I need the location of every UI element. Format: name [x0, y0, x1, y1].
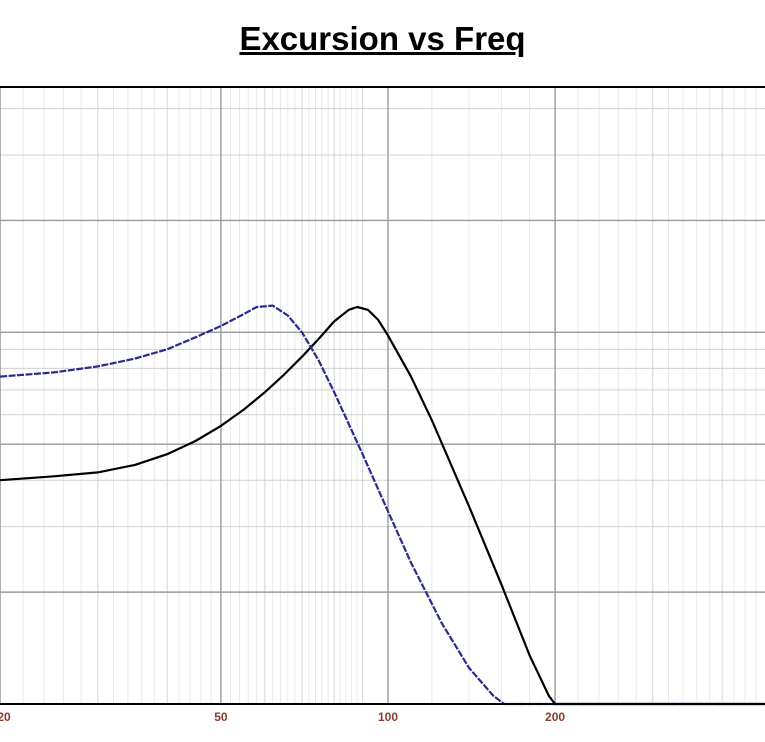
x-tick-label-50: 50 — [214, 710, 228, 724]
x-tick-label-200: 200 — [545, 710, 565, 724]
series-line-1 — [0, 305, 765, 706]
x-tick-label-20: 20 — [0, 710, 11, 724]
x-tick-labels: 20 50 100 200 — [0, 710, 565, 724]
x-tick-label-100: 100 — [378, 710, 398, 724]
major-gridlines — [0, 87, 765, 705]
series-line-2 — [0, 304, 765, 706]
chart-series — [0, 304, 765, 706]
minor-gridlines — [0, 87, 765, 704]
chart-title: Excursion vs Freq — [239, 20, 526, 57]
